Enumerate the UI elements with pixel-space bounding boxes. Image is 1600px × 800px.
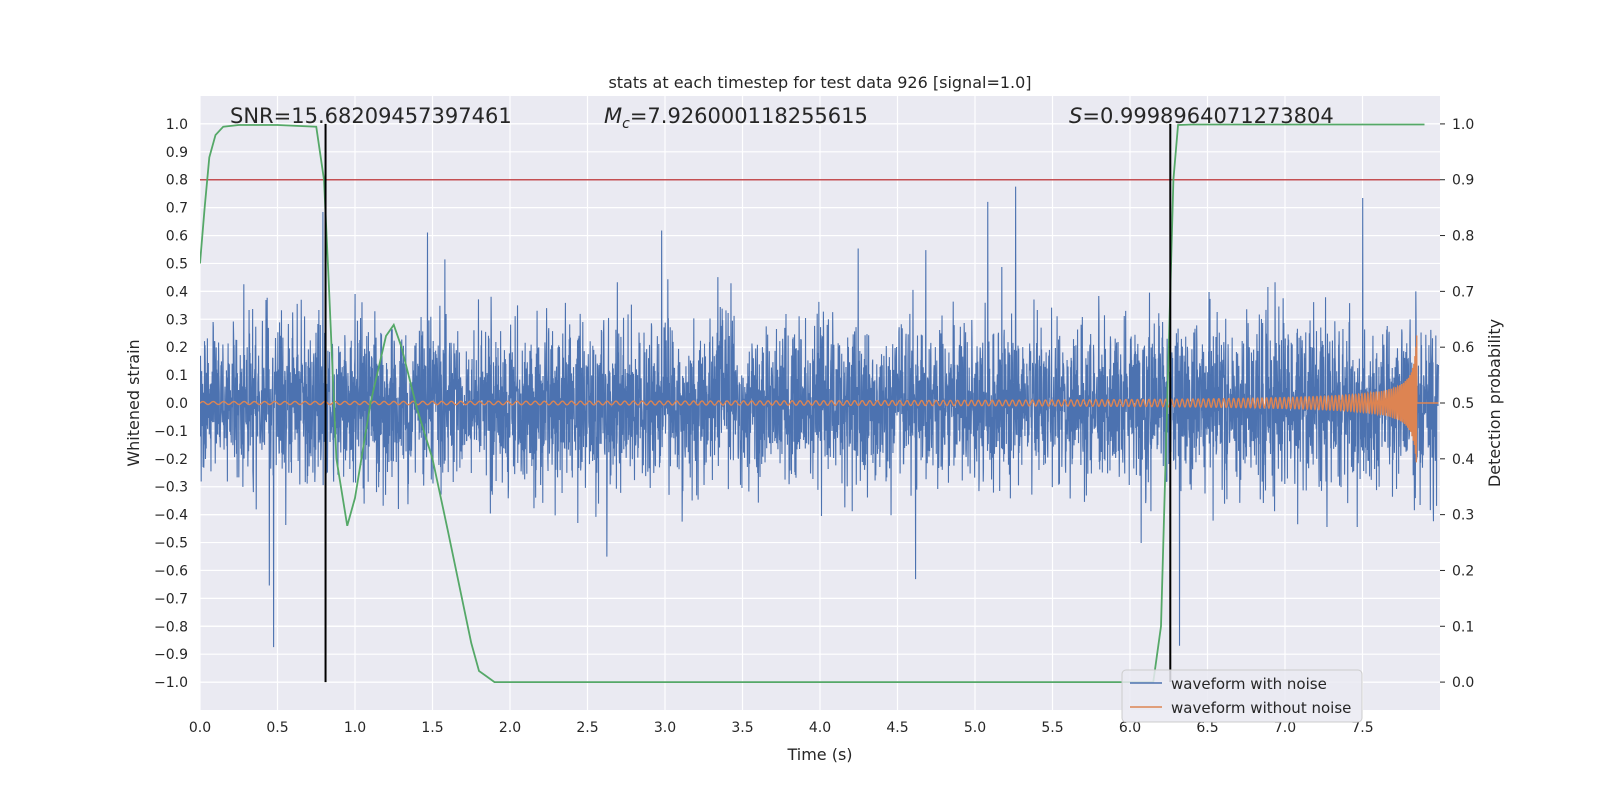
y2-tick-label: 0.6 (1452, 340, 1474, 356)
y2-tick-label: 0.4 (1452, 452, 1474, 468)
y2-tick-label: 1.0 (1452, 117, 1474, 133)
y2-axis-label: Detection probability (1485, 319, 1504, 487)
x-tick-label: 6.0 (1119, 720, 1141, 736)
chirp-mass-annotation: Mc=7.926000118255615 (604, 104, 868, 132)
y2-tick-label: 0.1 (1452, 619, 1474, 635)
y2-tick-label: 0.9 (1452, 173, 1474, 189)
x-tick-label: 5.5 (1041, 720, 1063, 736)
y2-tick-label: 0.7 (1452, 284, 1474, 300)
y-tick-label: −0.3 (154, 480, 188, 496)
y-tick-label: 1.0 (166, 117, 188, 133)
y-tick-label: 0.0 (166, 396, 188, 412)
legend-label-noise: waveform with noise (1171, 675, 1327, 693)
x-tick-label: 1.5 (421, 720, 443, 736)
x-tick-label: 3.0 (654, 720, 676, 736)
snr-annotation: SNR=15.68209457397461 (230, 104, 512, 128)
x-tick-label: 0.5 (266, 720, 288, 736)
legend-label-clean: waveform without noise (1171, 699, 1351, 717)
y-tick-label: 0.3 (166, 312, 188, 328)
y-tick-label: 0.6 (166, 229, 188, 245)
y-tick-label: 0.1 (166, 368, 188, 384)
y-tick-label: 0.5 (166, 256, 188, 272)
clean-waveform-line (200, 335, 1439, 463)
noisy-waveform-line (200, 186, 1439, 648)
legend: waveform with noise waveform without noi… (1121, 669, 1363, 723)
x-tick-label: 2.5 (576, 720, 598, 736)
y-tick-label: −0.2 (154, 452, 188, 468)
y-axis-label: Whitened strain (124, 339, 143, 466)
y-tick-label: 0.7 (166, 201, 188, 217)
y2-tick-label: 0.8 (1452, 229, 1474, 245)
y2-axis-ticks: 0.0 0.1 0.2 0.3 0.4 0.5 0.6 0.7 0.8 0.9 1.0 (1440, 117, 1474, 691)
x-tick-label: 7.0 (1274, 720, 1296, 736)
y-tick-label: 0.4 (166, 284, 188, 300)
y2-tick-label: 0.2 (1452, 563, 1474, 579)
y-tick-label: 0.8 (166, 173, 188, 189)
y-tick-label: 0.9 (166, 145, 188, 161)
x-tick-label: 7.5 (1351, 720, 1373, 736)
y-tick-label: −0.1 (154, 424, 188, 440)
y-tick-label: −0.9 (154, 647, 188, 663)
y-tick-label: 0.2 (166, 340, 188, 356)
x-tick-label: 4.5 (886, 720, 908, 736)
x-tick-label: 5.0 (964, 720, 986, 736)
y-tick-label: −1.0 (154, 675, 188, 691)
x-tick-label: 6.5 (1196, 720, 1218, 736)
y-tick-label: −0.8 (154, 619, 188, 635)
x-tick-label: 4.0 (809, 720, 831, 736)
y-tick-label: −0.6 (154, 563, 188, 579)
x-tick-label: 2.0 (499, 720, 521, 736)
x-tick-label: 3.5 (731, 720, 753, 736)
x-axis-ticks: 0.0 0.5 1.0 1.5 2.0 2.5 3.0 3.5 4.0 4.5 5.0 5.5 6.0 6… (189, 720, 1374, 736)
s-annotation: S=0.9998964071273804 (1069, 104, 1334, 128)
detection-probability-line (200, 123, 1425, 683)
legend-box (1121, 669, 1363, 723)
y-tick-label: −0.4 (154, 508, 188, 524)
y2-tick-label: 0.5 (1452, 396, 1474, 412)
x-tick-label: 0.0 (189, 720, 211, 736)
y2-tick-label: 0.0 (1452, 675, 1474, 691)
y-axis-ticks: −1.0 −0.9 −0.8 −0.7 −0.6 −0.5 −0.4 −0.3 −0.2 −0.1… (154, 117, 188, 691)
plot-series (200, 123, 1440, 683)
chart-title: stats at each timestep for test data 926… (608, 73, 1031, 92)
y-tick-label: −0.7 (154, 591, 188, 607)
x-axis-label: Time (s) (786, 745, 852, 764)
y-tick-label: −0.5 (154, 536, 188, 552)
x-tick-label: 1.0 (344, 720, 366, 736)
y2-tick-label: 0.3 (1452, 508, 1474, 524)
